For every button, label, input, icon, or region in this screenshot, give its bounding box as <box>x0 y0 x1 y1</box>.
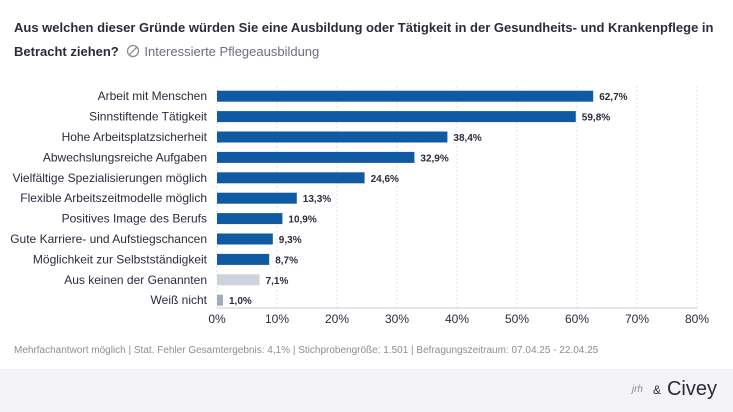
value-label: 62,7% <box>599 92 627 103</box>
x-tick-label: 80% <box>685 312 709 326</box>
value-label: 10,9% <box>288 215 316 226</box>
category-label: Gute Karriere- und Aufstiegschancen <box>10 232 207 246</box>
civey-logo: Civey <box>666 378 717 400</box>
chart-subtitle-text: Interessierte Pflegeausbildung <box>144 44 320 59</box>
x-tick-label: 10% <box>265 312 289 326</box>
bar <box>217 274 260 286</box>
bar <box>217 90 594 102</box>
tag-icon <box>127 44 140 58</box>
footnote: Mehrfachantwort möglich | Stat. Fehler G… <box>14 345 599 356</box>
value-label: 7,1% <box>266 276 289 287</box>
brand: jrh & Civey <box>632 378 717 401</box>
category-label: Aus keinen der Genannten <box>64 273 207 287</box>
bar <box>217 233 273 245</box>
category-label: Vielfältige Spezialisierungen möglich <box>12 171 207 185</box>
bar <box>217 213 283 225</box>
x-tick-label: 60% <box>565 312 589 326</box>
value-label: 1,0% <box>229 296 252 307</box>
bar <box>217 294 223 306</box>
value-label: 13,3% <box>303 194 331 205</box>
partner-logo: jrh <box>631 384 643 395</box>
category-label: Hohe Arbeitsplatzsicherheit <box>62 130 208 144</box>
bar-chart: 0% 10% 20% 30% 40% 50% 60% 70% 80% Arbeit mit Men… <box>10 86 709 326</box>
chart-title: Aus welchen dieser Gründe würden Sie ein… <box>14 16 714 64</box>
x-tick-label: 50% <box>505 312 529 326</box>
chart-subtitle: Interessierte Pflegeausbildung <box>126 40 319 64</box>
category-label: Arbeit mit Menschen <box>98 89 207 103</box>
category-label: Flexible Arbeitszeitmodelle möglich <box>20 191 207 205</box>
category-label: Positives Image des Berufs <box>62 212 207 226</box>
category-label: Abwechslungsreiche Aufgaben <box>43 150 207 164</box>
x-tick-label: 30% <box>385 312 409 326</box>
value-label: 9,3% <box>279 235 302 246</box>
value-label: 24,6% <box>371 174 399 185</box>
x-tick-label: 0% <box>208 312 226 326</box>
x-tick-label: 20% <box>325 312 349 326</box>
bar <box>217 253 270 265</box>
bar <box>217 151 415 163</box>
chart-title-text: Aus welchen dieser Gründe würden Sie ein… <box>14 20 714 59</box>
x-tick-label: 70% <box>625 312 649 326</box>
value-label: 59,8% <box>582 113 610 124</box>
brand-ampersand: & <box>652 382 661 397</box>
bar <box>217 172 365 184</box>
value-label: 38,4% <box>453 133 481 144</box>
footer-bar <box>0 369 733 412</box>
x-tick-label: 40% <box>445 312 469 326</box>
category-label: Weiß nicht <box>151 293 208 307</box>
category-label: Möglichkeit zur Selbstständigkeit <box>33 252 208 266</box>
bar <box>217 131 448 143</box>
bar <box>217 192 297 204</box>
value-label: 32,9% <box>420 153 448 164</box>
value-label: 8,7% <box>275 255 298 266</box>
category-label: Sinnstiftende Tätigkeit <box>89 110 208 124</box>
bar <box>217 111 576 123</box>
chart-area: 0% 10% 20% 30% 40% 50% 60% 70% 80% Arbeit mit Men… <box>10 86 709 326</box>
